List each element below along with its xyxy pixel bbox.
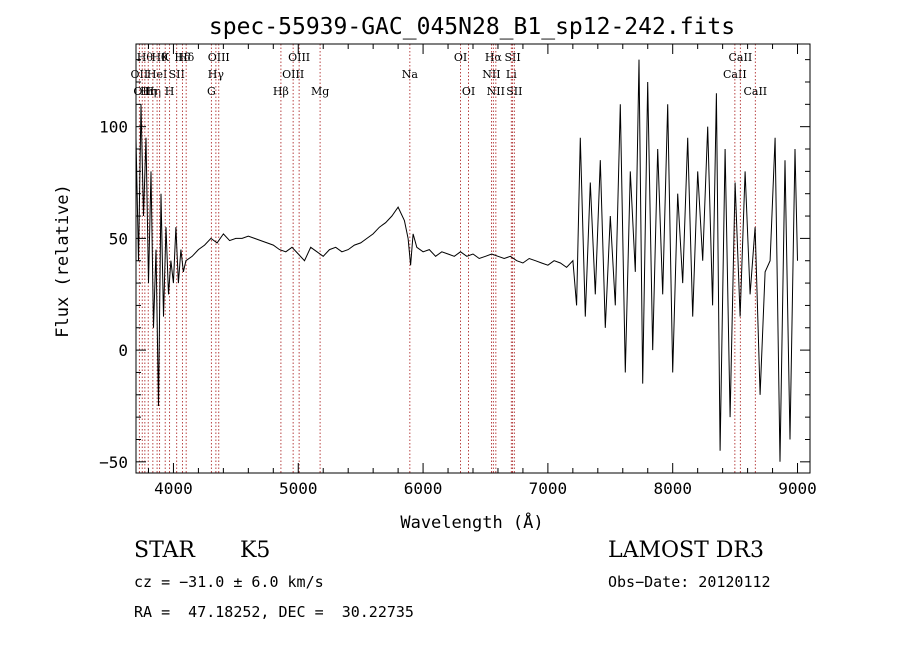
marker-label: SII xyxy=(506,85,522,98)
y-tick-label: −50 xyxy=(99,453,128,472)
x-tick-label: 6000 xyxy=(404,479,443,498)
marker-label: Hη xyxy=(140,85,156,98)
y-tick-label: 0 xyxy=(118,341,128,360)
observation-date: Obs−Date: 20120112 xyxy=(608,573,771,591)
marker-label: OI xyxy=(454,51,467,64)
marker-label: OIII xyxy=(208,51,230,64)
marker-label: NII xyxy=(487,85,505,98)
y-tick-label: 100 xyxy=(99,118,128,137)
marker-label: SII xyxy=(169,68,185,81)
survey-name: LAMOST DR3 xyxy=(608,538,764,563)
marker-label: OII xyxy=(131,68,149,81)
marker-label: Hδ xyxy=(174,51,191,64)
marker-label: Hγ xyxy=(208,68,225,81)
y-tick-label: 50 xyxy=(109,229,128,248)
spectrum-line xyxy=(135,59,798,462)
marker-label: CaII xyxy=(743,85,767,98)
marker-label: OIII xyxy=(282,68,304,81)
x-tick-label: 5000 xyxy=(279,479,318,498)
object-class: STAR xyxy=(134,538,195,563)
marker-label: OI xyxy=(462,85,475,98)
marker-label: Hα xyxy=(485,51,503,64)
plot-border xyxy=(135,43,811,474)
marker-label: Mg xyxy=(311,85,329,98)
marker-label: Hθ xyxy=(151,51,168,64)
chart-title: spec-55939-GAC_045N28_B1_sp12-242.fits xyxy=(209,14,735,40)
marker-label: Na xyxy=(402,68,419,81)
marker-label: Hθ xyxy=(137,51,154,64)
x-tick-label: 7000 xyxy=(529,479,568,498)
marker-label: K xyxy=(161,51,170,64)
marker-label: CaII xyxy=(723,68,747,81)
x-axis-label: Wavelength (Å) xyxy=(400,511,543,533)
y-axis-label: Flux (relative) xyxy=(53,184,73,338)
marker-label: NII xyxy=(482,68,500,81)
x-tick-label: 9000 xyxy=(778,479,817,498)
marker-label: OII xyxy=(133,85,151,98)
marker-label: H xyxy=(165,85,175,98)
x-tick-label: 8000 xyxy=(653,479,692,498)
marker-label: OIII xyxy=(288,51,310,64)
marker-label: Hβ xyxy=(273,85,289,98)
marker-label: G xyxy=(207,85,216,98)
x-tick-label: 4000 xyxy=(154,479,193,498)
marker-label: Li xyxy=(506,68,517,81)
marker-label: Hη xyxy=(145,85,161,98)
line-markers: OIIOIIHθHηHηHeIHθKHSIIHδHδGHγOIIIHβOIIIO… xyxy=(131,44,767,473)
redshift-velocity: cz = −31.0 ± 6.0 km/s xyxy=(134,573,324,591)
marker-label: CaII xyxy=(729,51,753,64)
axis-ticks: 4000 5000 6000 7000 8000 9000 −50 0 50 100 xyxy=(99,44,817,498)
sky-coordinates: RA = 47.18252, DEC = 30.22735 xyxy=(134,603,414,621)
marker-label: SII xyxy=(504,51,520,64)
plot-frame xyxy=(135,43,811,474)
object-subclass: K5 xyxy=(240,538,271,563)
marker-label: Hδ xyxy=(178,51,195,64)
marker-label: HeI xyxy=(147,68,167,81)
